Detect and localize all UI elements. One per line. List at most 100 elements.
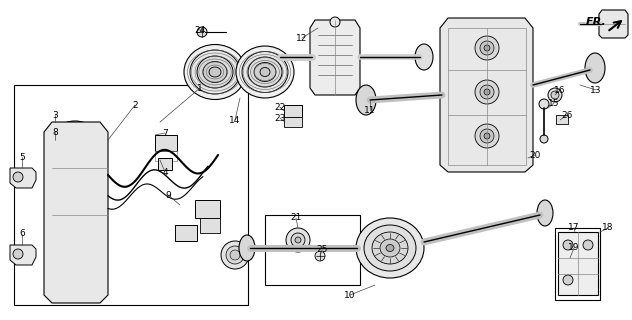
Ellipse shape xyxy=(203,61,227,83)
Text: 13: 13 xyxy=(590,85,602,94)
Text: 3: 3 xyxy=(52,110,58,119)
Text: 25: 25 xyxy=(316,245,327,254)
Ellipse shape xyxy=(57,129,93,162)
Bar xyxy=(448,28,526,165)
Text: 20: 20 xyxy=(530,150,541,159)
Circle shape xyxy=(221,241,249,269)
Bar xyxy=(556,115,568,124)
Text: 23: 23 xyxy=(274,114,286,123)
Text: 24: 24 xyxy=(195,26,205,35)
Text: 1: 1 xyxy=(197,84,203,92)
Text: 4: 4 xyxy=(162,167,168,177)
Circle shape xyxy=(13,249,23,259)
Circle shape xyxy=(539,99,549,109)
Ellipse shape xyxy=(62,244,88,267)
Polygon shape xyxy=(44,122,108,303)
Ellipse shape xyxy=(372,232,408,264)
Text: 26: 26 xyxy=(561,110,573,119)
Ellipse shape xyxy=(49,121,101,169)
Ellipse shape xyxy=(537,200,553,226)
Circle shape xyxy=(540,135,548,143)
Ellipse shape xyxy=(356,85,376,115)
Bar xyxy=(175,225,197,241)
Circle shape xyxy=(563,275,573,285)
Ellipse shape xyxy=(248,57,282,87)
Bar xyxy=(14,85,248,305)
Circle shape xyxy=(475,124,499,148)
Text: 19: 19 xyxy=(568,244,580,252)
Bar xyxy=(195,200,220,218)
Ellipse shape xyxy=(184,44,246,100)
Circle shape xyxy=(548,88,562,102)
Polygon shape xyxy=(440,18,533,172)
Text: 7: 7 xyxy=(162,129,168,138)
Bar xyxy=(155,151,177,161)
Ellipse shape xyxy=(415,44,433,70)
Ellipse shape xyxy=(64,135,86,155)
Circle shape xyxy=(480,85,494,99)
Ellipse shape xyxy=(54,236,96,274)
Polygon shape xyxy=(10,168,36,188)
Circle shape xyxy=(330,17,340,27)
Ellipse shape xyxy=(190,50,240,94)
Ellipse shape xyxy=(57,173,93,206)
Circle shape xyxy=(484,89,490,95)
Ellipse shape xyxy=(585,53,605,83)
Text: 17: 17 xyxy=(568,223,580,233)
Circle shape xyxy=(230,250,240,260)
Text: 21: 21 xyxy=(290,213,301,222)
Circle shape xyxy=(480,41,494,55)
Ellipse shape xyxy=(209,67,221,77)
Ellipse shape xyxy=(260,68,270,76)
Circle shape xyxy=(286,228,310,252)
Circle shape xyxy=(295,237,301,243)
Bar xyxy=(284,117,302,127)
Ellipse shape xyxy=(64,180,86,200)
Bar xyxy=(158,158,172,170)
Text: 9: 9 xyxy=(165,190,171,199)
Bar xyxy=(200,218,220,233)
Ellipse shape xyxy=(197,56,233,88)
Text: 22: 22 xyxy=(274,102,286,111)
Ellipse shape xyxy=(46,229,104,281)
Circle shape xyxy=(315,251,325,261)
Circle shape xyxy=(475,36,499,60)
Polygon shape xyxy=(558,232,598,295)
Polygon shape xyxy=(599,10,628,38)
Ellipse shape xyxy=(239,235,255,261)
Bar xyxy=(265,215,360,285)
Polygon shape xyxy=(69,249,81,264)
Text: 6: 6 xyxy=(19,229,25,238)
Text: 15: 15 xyxy=(548,99,560,108)
Ellipse shape xyxy=(242,52,288,92)
Polygon shape xyxy=(10,245,36,265)
Text: 18: 18 xyxy=(602,223,614,233)
Ellipse shape xyxy=(254,62,276,82)
Circle shape xyxy=(583,240,593,250)
Circle shape xyxy=(226,246,244,264)
Text: 10: 10 xyxy=(344,291,356,300)
Ellipse shape xyxy=(49,166,101,214)
Circle shape xyxy=(197,27,207,37)
Text: 14: 14 xyxy=(229,116,241,124)
Ellipse shape xyxy=(364,225,416,271)
Text: 2: 2 xyxy=(132,100,138,109)
Ellipse shape xyxy=(380,239,400,257)
Polygon shape xyxy=(310,20,360,95)
Text: 8: 8 xyxy=(52,127,58,137)
Ellipse shape xyxy=(236,46,294,98)
Circle shape xyxy=(475,80,499,104)
Circle shape xyxy=(551,91,559,99)
Circle shape xyxy=(484,133,490,139)
Ellipse shape xyxy=(356,218,424,278)
Text: 12: 12 xyxy=(296,34,308,43)
Text: 5: 5 xyxy=(19,153,25,162)
Text: 16: 16 xyxy=(554,85,566,94)
Bar xyxy=(155,135,177,151)
Polygon shape xyxy=(70,140,80,153)
Bar xyxy=(284,105,302,117)
Circle shape xyxy=(291,233,305,247)
Circle shape xyxy=(563,240,573,250)
Text: FR.: FR. xyxy=(586,17,606,27)
Circle shape xyxy=(484,45,490,51)
